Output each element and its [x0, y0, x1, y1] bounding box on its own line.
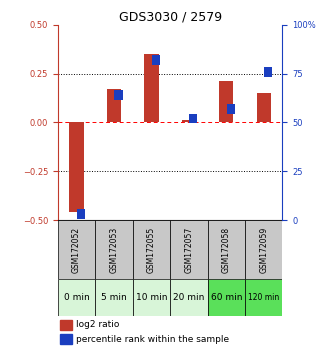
Text: GSM172055: GSM172055 [147, 227, 156, 273]
Bar [60, 335, 72, 344]
Text: GSM172053: GSM172053 [109, 227, 118, 273]
Bar [245, 220, 282, 279]
Text: GSM172058: GSM172058 [222, 227, 231, 273]
Bar [170, 220, 208, 279]
Text: GSM172057: GSM172057 [184, 227, 193, 273]
Bar [114, 90, 123, 100]
Bar [219, 81, 233, 122]
Bar [264, 67, 272, 76]
Bar [133, 220, 170, 279]
Bar [170, 279, 208, 315]
Text: 0 min: 0 min [64, 293, 89, 302]
Bar [257, 93, 271, 122]
Bar [107, 89, 121, 122]
Bar [60, 320, 72, 330]
Bar [245, 279, 282, 315]
Text: GSM172059: GSM172059 [259, 227, 268, 273]
Bar [144, 54, 159, 122]
Text: 60 min: 60 min [211, 293, 242, 302]
Text: GSM172052: GSM172052 [72, 227, 81, 273]
Bar [77, 209, 85, 219]
Bar [152, 55, 160, 65]
Bar [189, 114, 197, 124]
Bar [58, 279, 95, 315]
Text: percentile rank within the sample: percentile rank within the sample [76, 335, 229, 344]
Text: 10 min: 10 min [136, 293, 167, 302]
Text: 120 min: 120 min [248, 293, 279, 302]
Bar [227, 104, 235, 114]
Text: 5 min: 5 min [101, 293, 127, 302]
Bar [69, 122, 83, 212]
Bar [95, 220, 133, 279]
Title: GDS3030 / 2579: GDS3030 / 2579 [118, 11, 222, 24]
Bar [208, 220, 245, 279]
Text: log2 ratio: log2 ratio [76, 320, 119, 329]
Text: 20 min: 20 min [173, 293, 204, 302]
Bar [58, 220, 95, 279]
Bar [95, 279, 133, 315]
Bar [133, 279, 170, 315]
Bar [208, 279, 245, 315]
Bar [182, 120, 196, 122]
